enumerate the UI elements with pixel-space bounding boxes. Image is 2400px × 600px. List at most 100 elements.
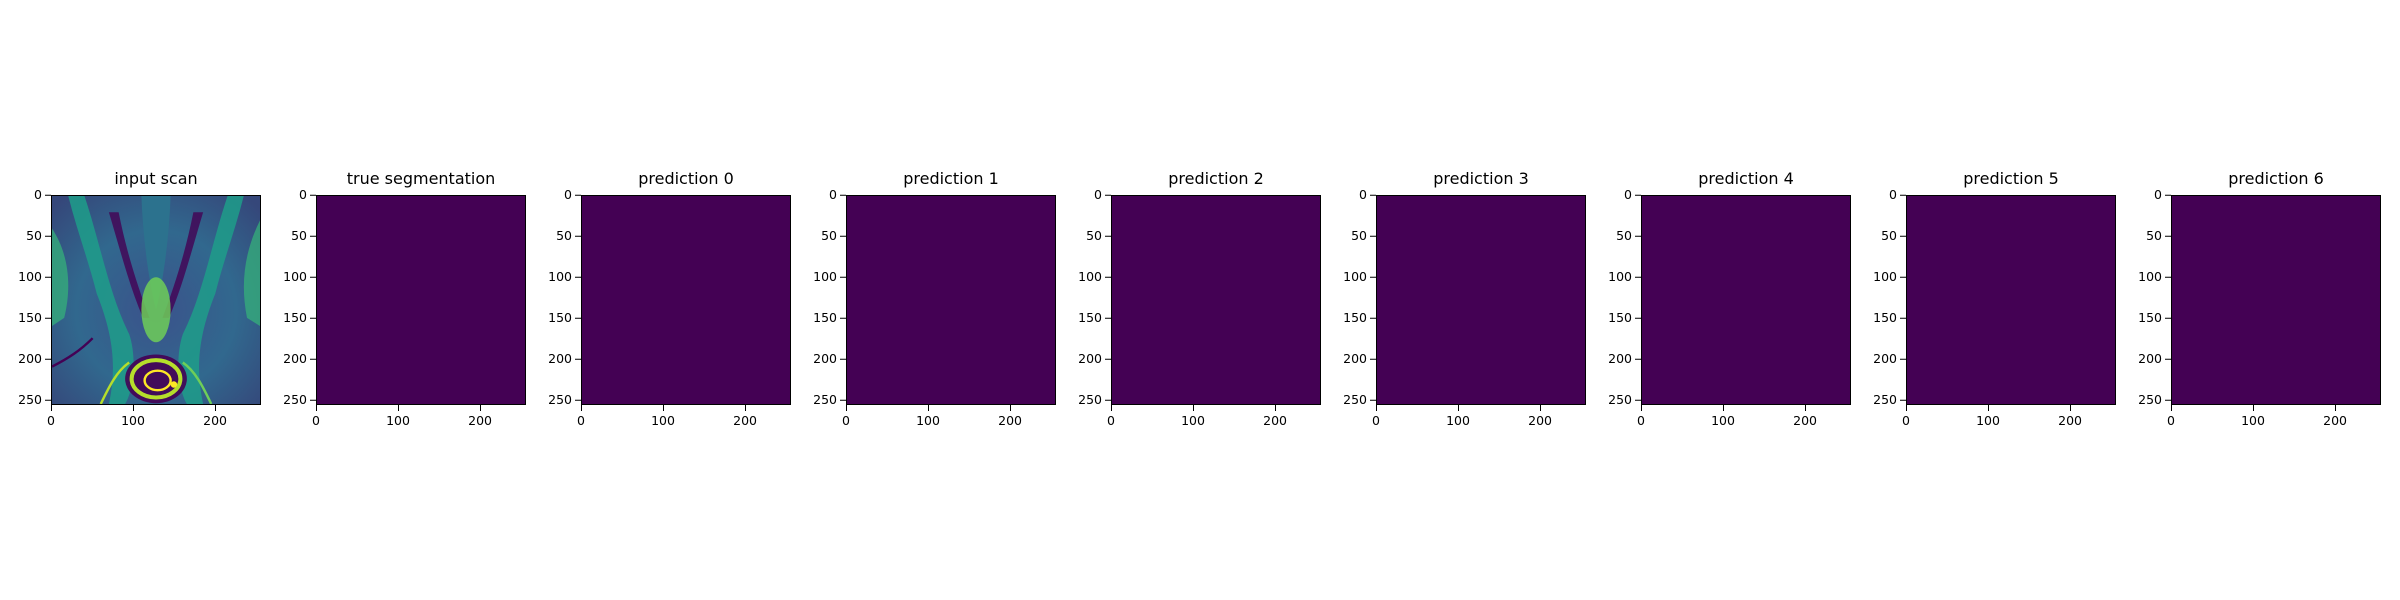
panel-6: prediction 3 0 50 100 150 200 250 0 100 200 [1343,0,1586,600]
y-tick-label: 50 [536,229,581,243]
mask-fill [1112,196,1320,404]
scan-edge-right [243,220,260,326]
x-tick-label: 0 [1091,405,1131,428]
scan-dark-band-left [108,212,150,318]
image-axes [51,195,261,405]
x-tick-label: 100 [908,405,948,428]
x-tick-label: 200 [1520,405,1560,428]
y-tick-label: 150 [2126,311,2171,325]
panel-4: prediction 1 0 50 100 150 200 250 0 100 200 [813,0,1056,600]
image-axes [1376,195,1586,405]
panel-title: prediction 3 [1433,169,1529,188]
tick-layer: 0 50 100 150 200 250 0 100 200 [1343,188,1586,426]
y-tick-label: 200 [1331,352,1376,366]
x-tick-label: 200 [195,405,235,428]
y-tick-label: 0 [1596,188,1641,202]
y-tick-label: 100 [6,270,51,284]
x-tick-label: 100 [1703,405,1743,428]
x-tick-label: 0 [561,405,601,428]
image-axes [2171,195,2381,405]
y-tick-label: 250 [6,393,51,407]
tick-layer: 0 50 100 150 200 250 0 100 200 [548,188,791,426]
x-tick-label: 0 [296,405,336,428]
panel-2: true segmentation 0 50 100 150 200 250 0 100 200 [283,0,526,600]
panel-9: prediction 6 0 50 100 150 200 250 0 100 200 [2138,0,2381,600]
y-tick-label: 250 [1066,393,1111,407]
y-tick-label: 100 [1331,270,1376,284]
y-tick-label: 0 [1331,188,1376,202]
segmentation-image [2172,196,2380,404]
tick-layer: 0 50 100 150 200 250 0 100 200 [1873,188,2116,426]
segmentation-image [582,196,790,404]
y-tick-label: 100 [536,270,581,284]
x-tick-label: 200 [2315,405,2355,428]
x-tick-label: 100 [1438,405,1478,428]
y-tick-label: 0 [1861,188,1906,202]
image-axes [581,195,791,405]
y-tick-label: 150 [271,311,316,325]
x-tick-label: 100 [643,405,683,428]
y-tick-label: 0 [536,188,581,202]
y-tick-label: 150 [1331,311,1376,325]
y-tick-label: 150 [536,311,581,325]
y-tick-label: 50 [801,229,846,243]
panel-title: prediction 1 [903,169,999,188]
panel-title: prediction 2 [1168,169,1264,188]
scan-region-right [178,196,244,404]
scan-center-column [141,196,171,310]
image-axes [846,195,1056,405]
y-tick-label: 50 [1331,229,1376,243]
y-tick-label: 100 [1066,270,1111,284]
scan-ring [129,358,183,400]
panel-title: prediction 5 [1963,169,2059,188]
mask-fill [1642,196,1850,404]
segmentation-image [1907,196,2115,404]
y-tick-label: 50 [1861,229,1906,243]
y-tick-label: 0 [801,188,846,202]
scan-region-left [68,196,134,404]
x-tick-label: 200 [990,405,1030,428]
y-tick-label: 200 [536,352,581,366]
y-tick-label: 0 [2126,188,2171,202]
image-axes [1906,195,2116,405]
y-tick-label: 100 [801,270,846,284]
y-tick-label: 150 [1066,311,1111,325]
x-tick-label: 100 [1968,405,2008,428]
image-axes [1641,195,1851,405]
y-tick-label: 250 [536,393,581,407]
y-tick-label: 250 [271,393,316,407]
x-tick-label: 200 [725,405,765,428]
y-tick-label: 200 [1066,352,1111,366]
x-tick-label: 0 [2151,405,2191,428]
x-tick-label: 0 [1886,405,1926,428]
panel-title: prediction 4 [1698,169,1794,188]
segmentation-image [317,196,525,404]
scan-ring-inner [143,369,172,392]
scan-image [52,196,260,404]
mask-fill [1907,196,2115,404]
y-tick-label: 0 [6,188,51,202]
y-tick-label: 200 [801,352,846,366]
y-tick-label: 150 [1861,311,1906,325]
y-tick-label: 50 [271,229,316,243]
y-tick-label: 250 [1596,393,1641,407]
x-tick-label: 200 [2050,405,2090,428]
scan-dark-line-left [52,337,94,368]
x-tick-label: 0 [1621,405,1661,428]
y-tick-label: 100 [271,270,316,284]
tick-layer: 0 50 100 150 200 250 0 100 200 [2138,188,2381,426]
x-tick-label: 100 [113,405,153,428]
scan-bright-line-right [182,361,213,404]
y-tick-label: 150 [801,311,846,325]
segmentation-image [847,196,1055,404]
y-tick-label: 0 [1066,188,1111,202]
panel-1: input scan 0 50 100 150 200 250 0 100 200 [18,0,261,600]
panel-5: prediction 2 0 50 100 150 200 250 0 100 200 [1078,0,1321,600]
x-tick-label: 100 [378,405,418,428]
y-tick-label: 50 [6,229,51,243]
scan-bright-line [99,361,130,404]
y-tick-label: 200 [1596,352,1641,366]
panel-title: prediction 6 [2228,169,2324,188]
